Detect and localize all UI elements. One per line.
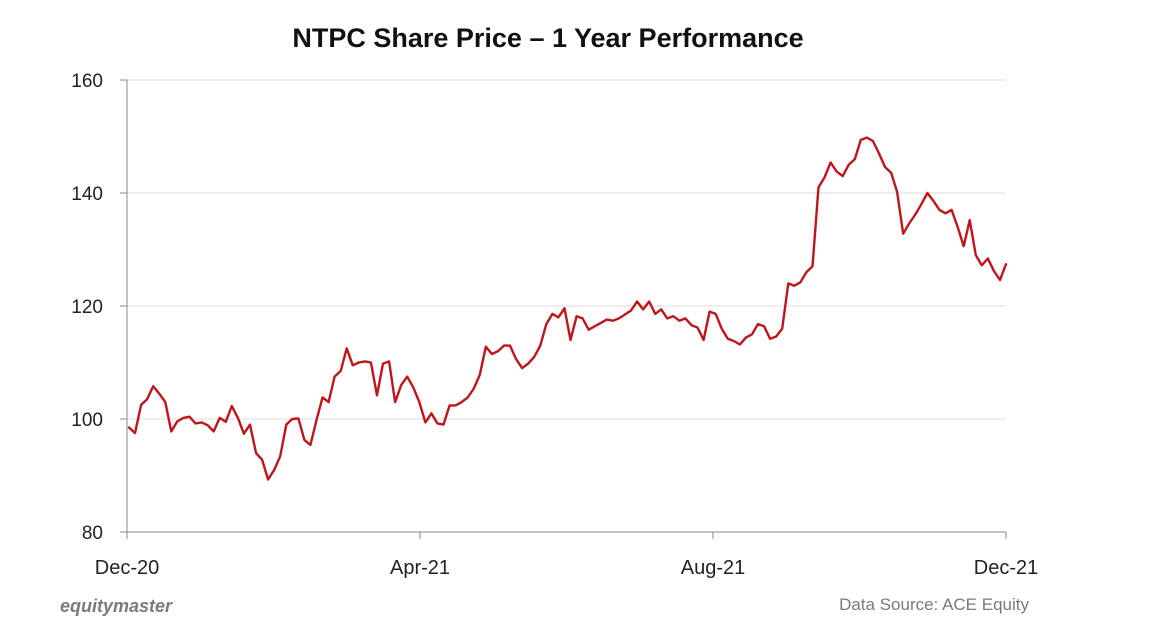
grid xyxy=(127,79,1006,420)
y-axis: 80 100 120 140 160 xyxy=(71,71,127,544)
x-tick-label: Dec-20 xyxy=(95,557,159,579)
brand-logo: equitymaster xyxy=(60,596,173,616)
series-group xyxy=(127,136,1008,481)
data-source: Data Source: ACE Equity xyxy=(839,595,1029,614)
x-tick-label: Apr-21 xyxy=(390,557,450,579)
y-tick-label: 140 xyxy=(71,184,103,205)
y-tick-label: 80 xyxy=(82,523,103,544)
x-tick-label: Dec-21 xyxy=(974,557,1038,579)
series-line-ntpc xyxy=(127,136,1008,481)
chart-title: NTPC Share Price – 1 Year Performance xyxy=(292,23,803,53)
x-axis: Dec-20 Apr-21 Aug-21 Dec-21 xyxy=(95,532,1038,579)
y-tick-label: 120 xyxy=(71,297,103,318)
y-tick-label: 160 xyxy=(71,71,103,92)
y-tick-label: 100 xyxy=(71,410,103,431)
x-tick-label: Aug-21 xyxy=(681,557,746,579)
